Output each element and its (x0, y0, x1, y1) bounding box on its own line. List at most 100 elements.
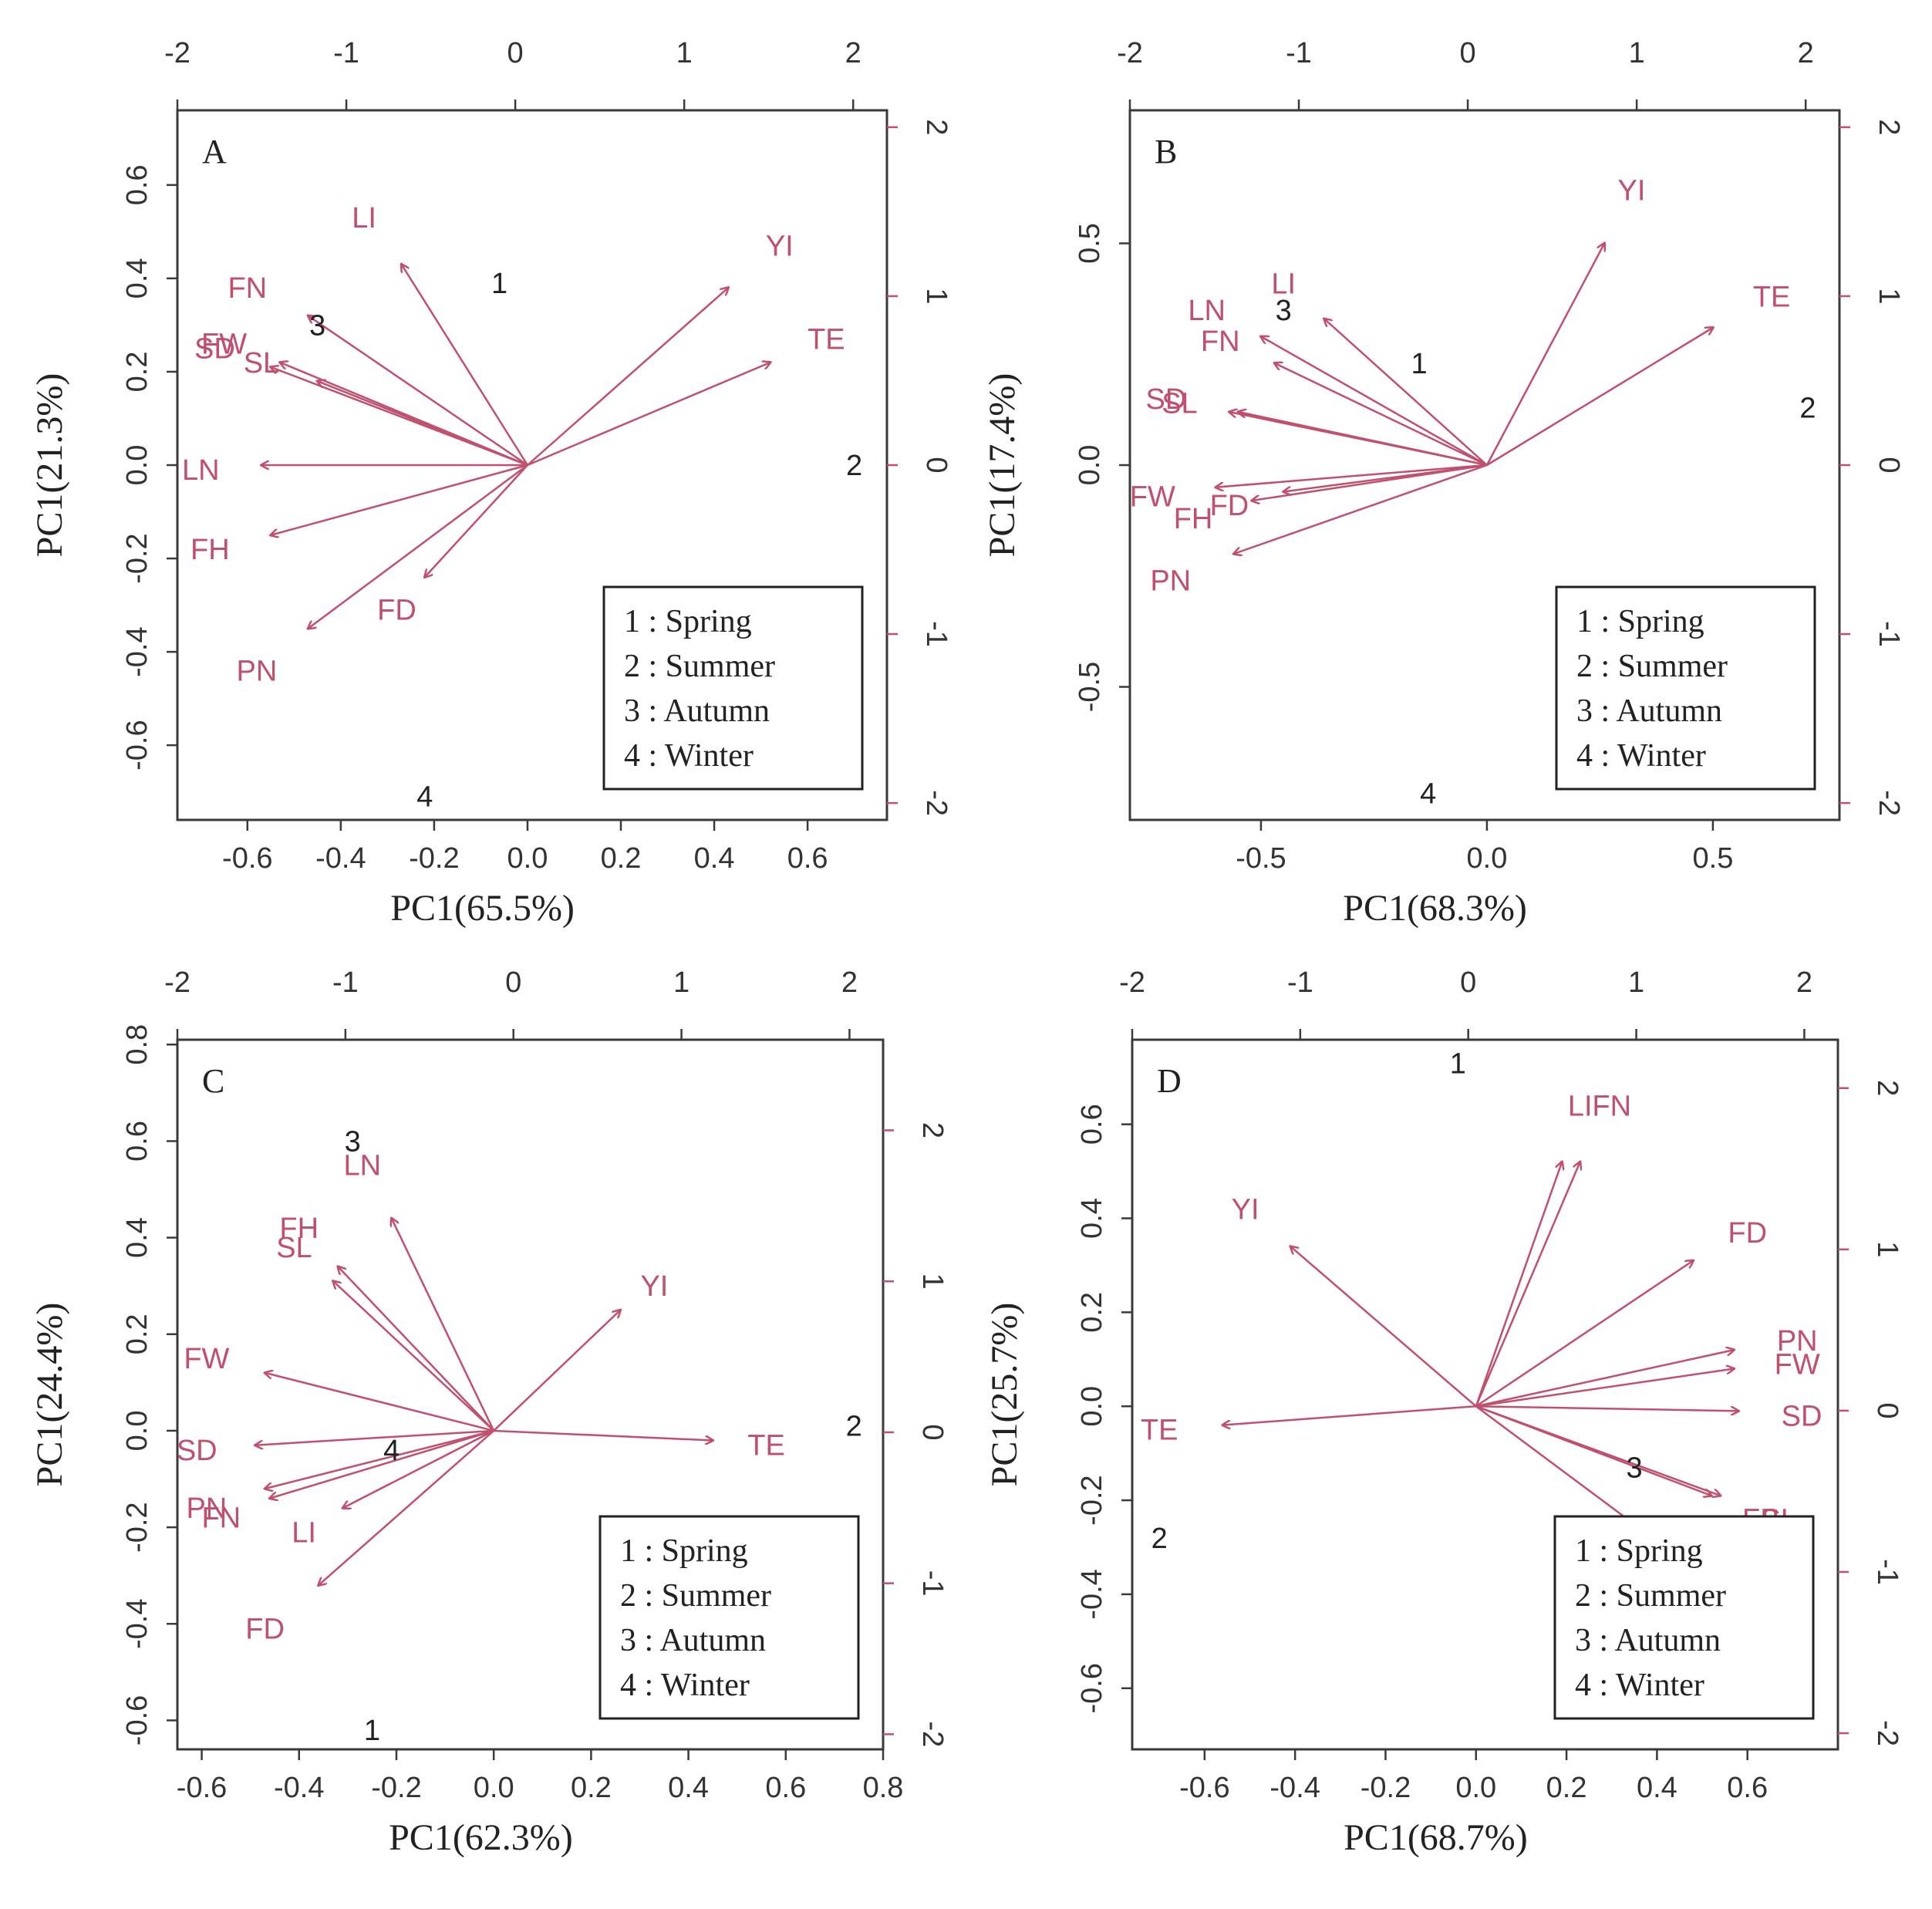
x-tick-label: 0.0 (1467, 842, 1508, 875)
x-tick-label: 0.0 (507, 842, 548, 875)
score-label-season-3: 3 (1626, 1452, 1642, 1484)
legend-box (1555, 585, 1816, 791)
score-label-season-1: 1 (1450, 1047, 1466, 1080)
loading-arrow-fn (308, 315, 528, 467)
loading-label-li: LI (292, 1516, 316, 1549)
loading-arrow-fw (1475, 1368, 1734, 1408)
loading-arrow-fw (1216, 464, 1488, 487)
top-tick-label: 2 (1796, 966, 1812, 999)
score-label-season-1: 1 (491, 268, 507, 300)
score-label-season-1: 1 (364, 1715, 380, 1747)
y-tick-label: 0.6 (1076, 1104, 1108, 1145)
x-tick-label: -0.5 (1236, 842, 1286, 875)
loading-label-li: LI (1568, 1090, 1593, 1122)
top-tick-label: 0 (507, 37, 524, 69)
loading-arrow-li (402, 265, 529, 466)
y-tick-label: 0.4 (1076, 1198, 1108, 1239)
x-axis-title: PC1(62.3%) (389, 1817, 573, 1858)
right-tick-label: 1 (1873, 288, 1905, 304)
right-tick-label: -2 (1871, 1720, 1903, 1746)
y-tick-label: -0.4 (121, 1599, 153, 1649)
loading-label-fn: FN (228, 272, 267, 305)
loading-arrow-sd (255, 1429, 494, 1445)
x-tick-label: -0.2 (409, 842, 459, 875)
score-label-season-4: 4 (416, 781, 433, 814)
top-tick-label: -1 (333, 37, 359, 69)
legend-entry: 3 : Autumn (620, 1623, 766, 1658)
x-tick-label: 0.2 (1546, 1772, 1587, 1804)
loading-label-pn: PN (1150, 565, 1191, 598)
loading-arrow-fh (271, 464, 528, 535)
loading-label-te: TE (747, 1430, 785, 1462)
loading-label-fd: FD (1728, 1217, 1767, 1250)
y-tick-label: 0.0 (1074, 445, 1106, 486)
loading-arrow-fn (1275, 363, 1488, 467)
x-tick-label: -0.6 (177, 1772, 227, 1804)
right-tick-label: 2 (1871, 1080, 1903, 1096)
y-tick-label: -0.2 (121, 533, 153, 583)
y-tick-label: 0.2 (1076, 1292, 1108, 1333)
x-tick-label: 0.2 (601, 842, 642, 875)
loading-arrow-yi (527, 288, 728, 466)
x-tick-label: 0.2 (571, 1772, 612, 1804)
loading-arrow-li (1324, 319, 1488, 466)
top-tick-label: 1 (673, 966, 690, 999)
x-tick-label: 0.5 (1693, 842, 1734, 875)
loading-label-fn: FN (201, 1503, 241, 1535)
loading-arrow-fn (1475, 1162, 1580, 1407)
y-tick-label: 0.0 (1076, 1386, 1108, 1427)
x-tick-label: -0.6 (222, 842, 272, 875)
x-tick-label: 0.4 (694, 842, 735, 875)
legend-entry: 4 : Winter (624, 738, 754, 774)
top-tick-label: 2 (845, 37, 861, 69)
loading-label-sl: SL (1162, 388, 1197, 420)
loading-label-sl: SL (244, 347, 279, 379)
loading-label-fn: FN (1592, 1090, 1631, 1122)
top-tick-label: 0 (1460, 37, 1476, 69)
loading-label-sd: SD (1145, 383, 1186, 416)
top-tick-label: 0 (505, 966, 521, 999)
loading-arrow-yi (1290, 1246, 1477, 1408)
legend: 1 : Spring 2 : Summer 3 : Autumn 4 : Winter (1555, 585, 1816, 791)
loading-arrow-pn (1475, 1350, 1734, 1408)
legend-entry: 1 : Spring (624, 604, 752, 639)
x-tick-label: 0.0 (474, 1772, 514, 1804)
loading-label-fd: FD (1210, 490, 1249, 522)
loading-arrow-ln (392, 1219, 495, 1432)
top-tick-label: 2 (841, 966, 858, 999)
y-tick-label: -0.6 (121, 720, 153, 770)
loading-label-sl: SL (276, 1232, 312, 1264)
right-tick-label: -2 (920, 790, 953, 816)
score-label-season-3: 3 (345, 1125, 361, 1158)
score-label-season-3: 3 (309, 309, 325, 342)
top-tick-label: -1 (332, 966, 359, 999)
top-tick-label: 2 (1798, 37, 1814, 69)
x-axis-title: PC1(68.3%) (1343, 888, 1527, 929)
legend: 1 : Spring 2 : Summer 3 : Autumn 4 : Winter (602, 585, 864, 791)
x-tick-label: 0.8 (863, 1772, 904, 1804)
y-tick-label: -0.5 (1074, 662, 1106, 712)
y-tick-label: -0.6 (121, 1695, 153, 1745)
legend-entry: 2 : Summer (624, 649, 775, 684)
y-tick-label: 0.0 (121, 445, 153, 486)
x-tick-label: 0.6 (1727, 1772, 1768, 1804)
loading-label-fn: FN (1201, 325, 1240, 358)
legend: 1 : Spring 2 : Summer 3 : Autumn 4 : Winter (1553, 1515, 1815, 1720)
loading-arrow-pn (265, 1429, 494, 1489)
loading-arrow-sl (333, 1281, 495, 1432)
loading-label-yi: YI (766, 231, 794, 263)
score-label-season-2: 2 (846, 450, 862, 482)
panel-letter: D (1157, 1062, 1182, 1100)
right-tick-label: 2 (916, 1122, 949, 1138)
legend-entry: 2 : Summer (1576, 649, 1728, 684)
loading-arrow-fw (265, 1373, 494, 1432)
top-tick-label: -2 (1117, 37, 1143, 69)
score-label-season-1: 1 (1411, 348, 1427, 380)
loading-label-fw: FW (1775, 1348, 1820, 1381)
loading-arrow-yi (493, 1310, 620, 1432)
loading-label-yi: YI (1232, 1193, 1259, 1226)
right-tick-label: 2 (1873, 119, 1905, 135)
loading-label-pn: PN (1777, 1325, 1818, 1358)
loading-label-fw: FW (184, 1343, 229, 1375)
loading-label-fh: FH (191, 534, 230, 566)
